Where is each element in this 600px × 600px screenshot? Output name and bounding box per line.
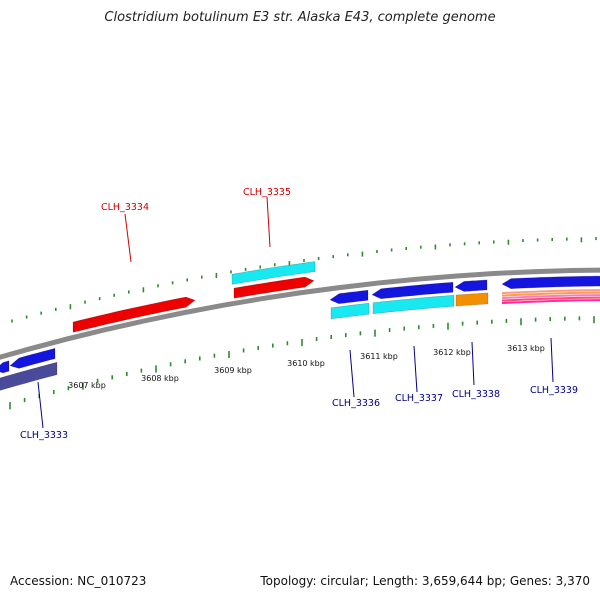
leader-line — [471, 341, 475, 386]
gene-bar-cyan[interactable] — [330, 302, 370, 320]
gene-label[interactable]: CLH_3334 — [101, 202, 149, 213]
gene-arrow[interactable] — [9, 347, 56, 369]
gene-label[interactable]: CLH_3339 — [530, 385, 578, 396]
gene-label[interactable]: CLH_3333 — [20, 430, 68, 441]
gene-label[interactable]: CLH_3338 — [452, 389, 500, 400]
gene-arrow[interactable] — [233, 276, 315, 299]
leader-line — [349, 349, 355, 398]
leader-line — [124, 213, 132, 263]
gene-arrow[interactable] — [501, 275, 600, 290]
gene-arrow[interactable] — [371, 281, 454, 300]
gene-bar-navy[interactable] — [0, 361, 58, 392]
leader-line — [37, 381, 44, 429]
gene-clh-3337[interactable] — [371, 281, 455, 315]
tick-label: 3613 kbp — [507, 344, 545, 353]
leader-line — [413, 345, 418, 393]
tick-label: 3609 kbp — [214, 366, 252, 375]
gene-clh-3336[interactable] — [329, 289, 370, 320]
tick-label: 3610 kbp — [287, 359, 325, 368]
gene-bar-orange[interactable] — [455, 292, 489, 307]
gene-label[interactable]: CLH_3337 — [395, 393, 443, 404]
gene-stripe[interactable] — [502, 289, 600, 295]
gene-arrow[interactable] — [72, 296, 196, 333]
gene-stripe[interactable] — [502, 294, 600, 300]
gene-label[interactable]: CLH_3335 — [243, 187, 291, 198]
gene-clh-3334[interactable] — [72, 296, 196, 333]
gene-clh-3339[interactable] — [501, 275, 600, 305]
feature-track — [0, 261, 600, 392]
tick-label: 3607 kbp — [68, 381, 106, 390]
gene-clh-3338[interactable] — [454, 279, 489, 307]
gene-stripe[interactable] — [502, 299, 600, 305]
leader-line — [266, 196, 271, 248]
gene-clh-3335[interactable] — [231, 261, 316, 299]
tick-label: 3612 kbp — [433, 348, 471, 357]
gene-bar-cyan[interactable] — [231, 261, 316, 285]
tick-label: 3611 kbp — [360, 352, 398, 361]
gene-arrow[interactable] — [329, 289, 369, 305]
map-title: Clostridium botulinum E3 str. Alaska E43… — [104, 10, 496, 25]
inner-scale-track — [9, 316, 595, 410]
scale-labels: 3607 kbp 3608 kbp 3609 kbp 3610 kbp 3611… — [68, 344, 545, 390]
gene-arrow[interactable] — [0, 360, 10, 374]
gene-bar-cyan[interactable] — [372, 294, 455, 315]
gene-stripe[interactable] — [502, 296, 600, 302]
gene-labels: CLH_3334 CLH_3335 CLH_3333 CLH_3336 CLH_… — [20, 187, 578, 441]
accession-text: Accession: NC_010723 — [10, 574, 147, 588]
tick-label: 3608 kbp — [141, 374, 179, 383]
gene-clh-3333[interactable] — [0, 347, 58, 392]
outer-dotted-track — [11, 237, 597, 323]
gene-label[interactable]: CLH_3336 — [332, 398, 380, 409]
genome-summary-text: Topology: circular; Length: 3,659,644 bp… — [260, 574, 590, 588]
gene-stripe[interactable] — [502, 291, 600, 297]
gene-arrow[interactable] — [454, 279, 488, 292]
leader-line — [550, 337, 554, 383]
